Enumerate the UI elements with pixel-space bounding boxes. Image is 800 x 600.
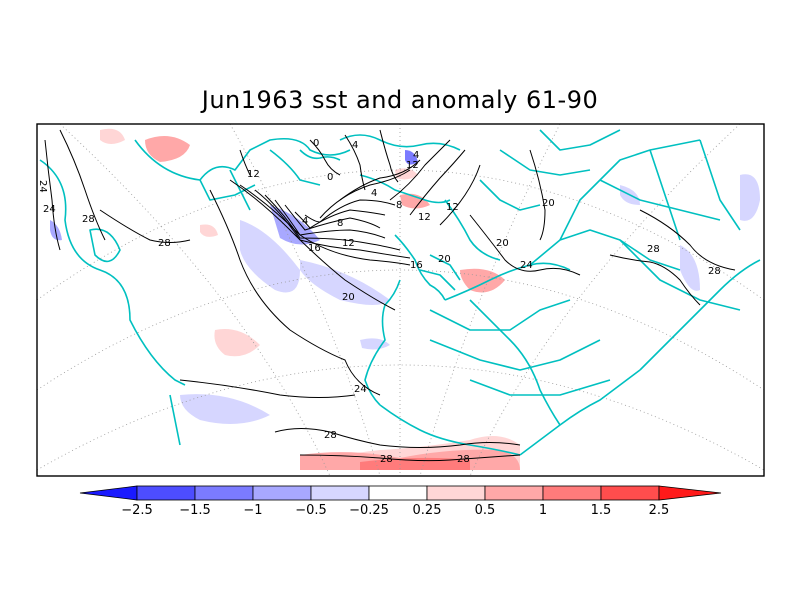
map-panel: 24 24 28 28 12 0 0 4 12 8 12 4 4 8 4 16 …: [37, 124, 764, 476]
positive-anomaly-shading: [100, 128, 520, 470]
contour-label: 4: [352, 140, 358, 151]
colorbar-labels: −2.5 −1.5 −1 −0.5 −0.25 0.25 0.5 1 1.5 2…: [121, 503, 669, 518]
contour-label: 28: [380, 454, 393, 465]
colorbar: [79, 485, 722, 501]
negative-anomaly-shading: [50, 150, 760, 424]
contour-label: 8: [396, 200, 402, 211]
coastlines: [39, 129, 761, 456]
contour-label: 28: [708, 266, 721, 277]
contour-label: 24: [37, 180, 48, 193]
contour-label: 24: [520, 260, 533, 271]
colorbar-swatch: [600, 485, 660, 501]
contour-label: 28: [82, 214, 95, 225]
contour-label: 20: [438, 254, 451, 265]
contour-label: 8: [337, 218, 343, 229]
colorbar-swatch: [542, 485, 602, 501]
contour-label: 4: [302, 216, 308, 227]
colorbar-label: 0.5: [475, 503, 496, 518]
contour-label: 16: [308, 243, 321, 254]
contour-label: 28: [324, 430, 337, 441]
map-title: Jun1963 sst and anomaly 61-90: [201, 86, 599, 114]
colorbar-label: −1.5: [179, 503, 211, 518]
colorbar-swatch: [252, 485, 312, 501]
colorbar-swatch: [426, 485, 486, 501]
colorbar-swatch: [484, 485, 544, 501]
contour-label: 28: [647, 244, 660, 255]
colorbar-label: 2.5: [649, 503, 670, 518]
contour-label: 0: [313, 138, 319, 149]
contour-label: 20: [496, 238, 509, 249]
contour-label: 0: [327, 172, 333, 183]
contour-label: 12: [406, 160, 419, 171]
colorbar-label: 1.5: [591, 503, 612, 518]
colorbar-label: 0.25: [413, 503, 442, 518]
contour-label: 24: [43, 204, 56, 215]
contour-label: 4: [371, 188, 377, 199]
colorbar-min-arrow: [79, 485, 138, 501]
colorbar-swatch: [194, 485, 254, 501]
contour-label: 20: [542, 198, 555, 209]
map-frame: [36, 123, 765, 477]
contour-label: 12: [342, 238, 355, 249]
colorbar-label: −0.25: [349, 503, 389, 518]
sst-contours: [44, 129, 736, 462]
contour-label: 20: [342, 292, 355, 303]
colorbar-max-arrow: [658, 485, 722, 501]
contour-label: 4: [413, 150, 419, 161]
contour-label: 28: [457, 454, 470, 465]
contour-label: 24: [354, 384, 367, 395]
contour-label: 12: [446, 202, 459, 213]
colorbar-swatch: [368, 485, 428, 501]
colorbar-swatch: [310, 485, 370, 501]
colorbar-label: 1: [539, 503, 547, 518]
colorbar-label: −2.5: [121, 503, 153, 518]
contour-label: 12: [418, 212, 431, 223]
contour-labels: 24 24 28 28 12 0 0 4 12 8 12 4 4 8 4 16 …: [37, 138, 721, 465]
colorbar-swatch: [136, 485, 196, 501]
colorbar-label: −1: [243, 503, 262, 518]
contour-label: 28: [158, 238, 171, 249]
contour-label: 12: [247, 169, 260, 180]
colorbar-label: −0.5: [295, 503, 327, 518]
contour-label: 16: [410, 260, 423, 271]
